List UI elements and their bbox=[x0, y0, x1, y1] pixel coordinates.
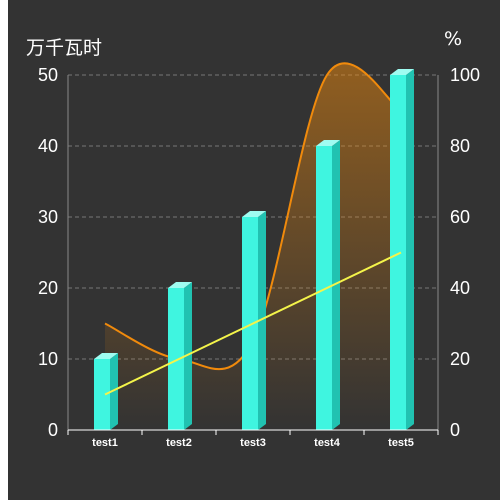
right-axis-unit: % bbox=[444, 28, 462, 50]
bar-front bbox=[94, 359, 110, 430]
right-tick-label: 60 bbox=[450, 207, 470, 227]
chart-panel: 0 10 20 30 40 50 0 20 40 60 80 100 test1 test2 test3 te… bbox=[8, 0, 500, 500]
right-tick-label: 20 bbox=[450, 349, 470, 369]
axes: 0 10 20 30 40 50 0 20 40 60 80 100 test1 test2 test3 te… bbox=[38, 65, 480, 449]
bar-front bbox=[316, 146, 332, 430]
x-tick-label: test2 bbox=[166, 437, 192, 449]
bar[interactable] bbox=[242, 211, 266, 430]
left-tick-label: 30 bbox=[38, 207, 58, 227]
x-tick-label: test3 bbox=[240, 437, 266, 449]
bar-top bbox=[168, 282, 192, 288]
line-series-path bbox=[104, 251, 402, 396]
right-tick-label: 100 bbox=[450, 65, 480, 85]
bar-front bbox=[168, 288, 184, 430]
bar[interactable] bbox=[390, 69, 414, 430]
left-tick-label: 0 bbox=[48, 420, 58, 440]
right-tick-label: 80 bbox=[450, 136, 470, 156]
bar-side bbox=[332, 140, 340, 430]
bar-top bbox=[316, 140, 340, 146]
bar[interactable] bbox=[94, 353, 118, 430]
left-tick-label: 50 bbox=[38, 65, 58, 85]
bar-top bbox=[242, 211, 266, 217]
bar[interactable] bbox=[168, 282, 192, 430]
left-tick-label: 10 bbox=[38, 349, 58, 369]
right-tick-label: 0 bbox=[450, 420, 460, 440]
left-axis-unit: 万千瓦时 bbox=[26, 37, 102, 59]
combo-chart: 0 10 20 30 40 50 0 20 40 60 80 100 test1 test2 test3 te… bbox=[26, 28, 480, 449]
bar-side bbox=[110, 353, 118, 430]
bar-series bbox=[94, 69, 414, 430]
bar-side bbox=[184, 282, 192, 430]
bar-top bbox=[390, 69, 414, 75]
bar-front bbox=[242, 217, 258, 430]
left-tick-label: 20 bbox=[38, 278, 58, 298]
x-tick-label: test4 bbox=[314, 437, 341, 449]
bar-side bbox=[258, 211, 266, 430]
right-tick-label: 40 bbox=[450, 278, 470, 298]
bar-top bbox=[94, 353, 118, 359]
bar[interactable] bbox=[316, 140, 340, 430]
bar-side bbox=[406, 69, 414, 430]
x-tick-label: test5 bbox=[388, 437, 414, 449]
left-tick-label: 40 bbox=[38, 136, 58, 156]
bar-front bbox=[390, 75, 406, 430]
x-tick-label: test1 bbox=[92, 437, 118, 449]
line-series bbox=[104, 251, 402, 396]
